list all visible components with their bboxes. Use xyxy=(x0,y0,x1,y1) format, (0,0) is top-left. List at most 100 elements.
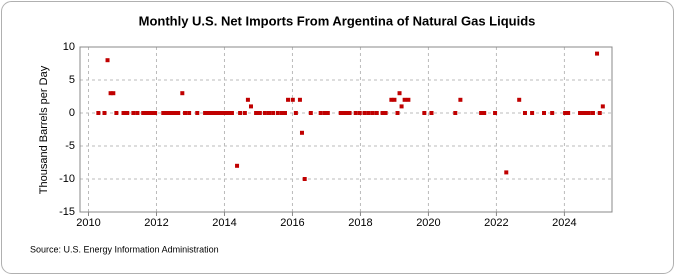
point xyxy=(530,111,535,115)
point xyxy=(224,111,229,115)
point xyxy=(504,170,509,175)
point xyxy=(245,97,250,102)
point xyxy=(563,111,568,115)
plot-border xyxy=(79,46,613,213)
point xyxy=(493,111,498,115)
point xyxy=(180,91,185,96)
point xyxy=(221,111,226,115)
point xyxy=(380,111,385,115)
y-tick-label: -5 xyxy=(65,140,75,152)
point xyxy=(267,111,272,115)
x-tick-label: 2018 xyxy=(348,217,372,229)
point xyxy=(238,111,243,115)
point xyxy=(105,58,110,63)
y-tick-label: 0 xyxy=(69,107,75,119)
x-tick-label: 2014 xyxy=(212,217,236,229)
point xyxy=(383,111,388,115)
point xyxy=(550,111,555,115)
point xyxy=(286,97,291,102)
point xyxy=(590,111,595,115)
point xyxy=(141,111,146,115)
x-tick-label: 2012 xyxy=(144,217,168,229)
point xyxy=(353,111,358,115)
point xyxy=(242,111,247,115)
point xyxy=(318,111,323,115)
point xyxy=(522,111,527,115)
point xyxy=(362,111,367,115)
point xyxy=(282,111,287,115)
point xyxy=(167,111,172,115)
point xyxy=(135,111,140,115)
x-tick-label: 2024 xyxy=(552,217,576,229)
y-tick-label: -10 xyxy=(59,173,75,185)
point xyxy=(341,111,346,115)
point xyxy=(218,111,223,115)
point xyxy=(111,91,116,96)
point xyxy=(357,111,362,115)
point xyxy=(600,104,605,109)
point xyxy=(581,111,586,115)
point xyxy=(279,111,284,115)
point xyxy=(397,91,402,96)
point xyxy=(542,111,547,115)
source-note: Source: U.S. Energy Information Administ… xyxy=(30,244,219,254)
plot-area xyxy=(80,47,612,212)
point xyxy=(422,111,427,115)
point xyxy=(226,111,231,115)
point xyxy=(150,111,155,115)
point xyxy=(325,111,330,115)
point xyxy=(248,104,253,109)
point xyxy=(147,111,152,115)
point xyxy=(114,111,119,115)
point xyxy=(338,111,343,115)
point xyxy=(366,111,371,115)
point xyxy=(229,111,234,115)
point xyxy=(586,111,591,115)
point xyxy=(121,111,126,115)
point xyxy=(161,111,166,115)
point xyxy=(96,111,101,115)
point xyxy=(235,163,240,168)
point xyxy=(214,111,219,115)
point xyxy=(370,111,375,115)
y-tick-label: 5 xyxy=(69,74,75,86)
point xyxy=(458,97,463,102)
point xyxy=(395,111,400,115)
point xyxy=(308,111,313,115)
point xyxy=(187,111,192,115)
point xyxy=(293,111,298,115)
point xyxy=(322,111,327,115)
point xyxy=(290,97,295,102)
x-tick-label: 2022 xyxy=(484,217,508,229)
point xyxy=(402,97,407,102)
point xyxy=(209,111,214,115)
point xyxy=(206,111,211,115)
point xyxy=(392,97,397,102)
x-tick-label: 2020 xyxy=(416,217,440,229)
point xyxy=(347,111,352,115)
y-tick-label: -15 xyxy=(59,206,75,218)
point xyxy=(275,111,280,115)
point xyxy=(195,111,200,115)
point xyxy=(566,111,571,115)
point xyxy=(176,111,181,115)
point xyxy=(389,97,394,102)
y-tick-label: 10 xyxy=(63,41,75,53)
point xyxy=(302,177,307,181)
point xyxy=(583,111,588,115)
point xyxy=(482,111,487,115)
point xyxy=(406,97,411,102)
point xyxy=(164,111,169,115)
y-axis-label: Thousand Barrels per Day xyxy=(38,65,50,194)
point xyxy=(271,111,276,115)
point xyxy=(597,111,602,115)
x-tick-label: 2010 xyxy=(76,217,100,229)
point xyxy=(183,111,188,115)
point xyxy=(144,111,149,115)
point xyxy=(344,111,349,115)
point xyxy=(102,111,107,115)
point xyxy=(517,97,522,102)
point xyxy=(299,130,304,135)
point xyxy=(262,111,267,115)
